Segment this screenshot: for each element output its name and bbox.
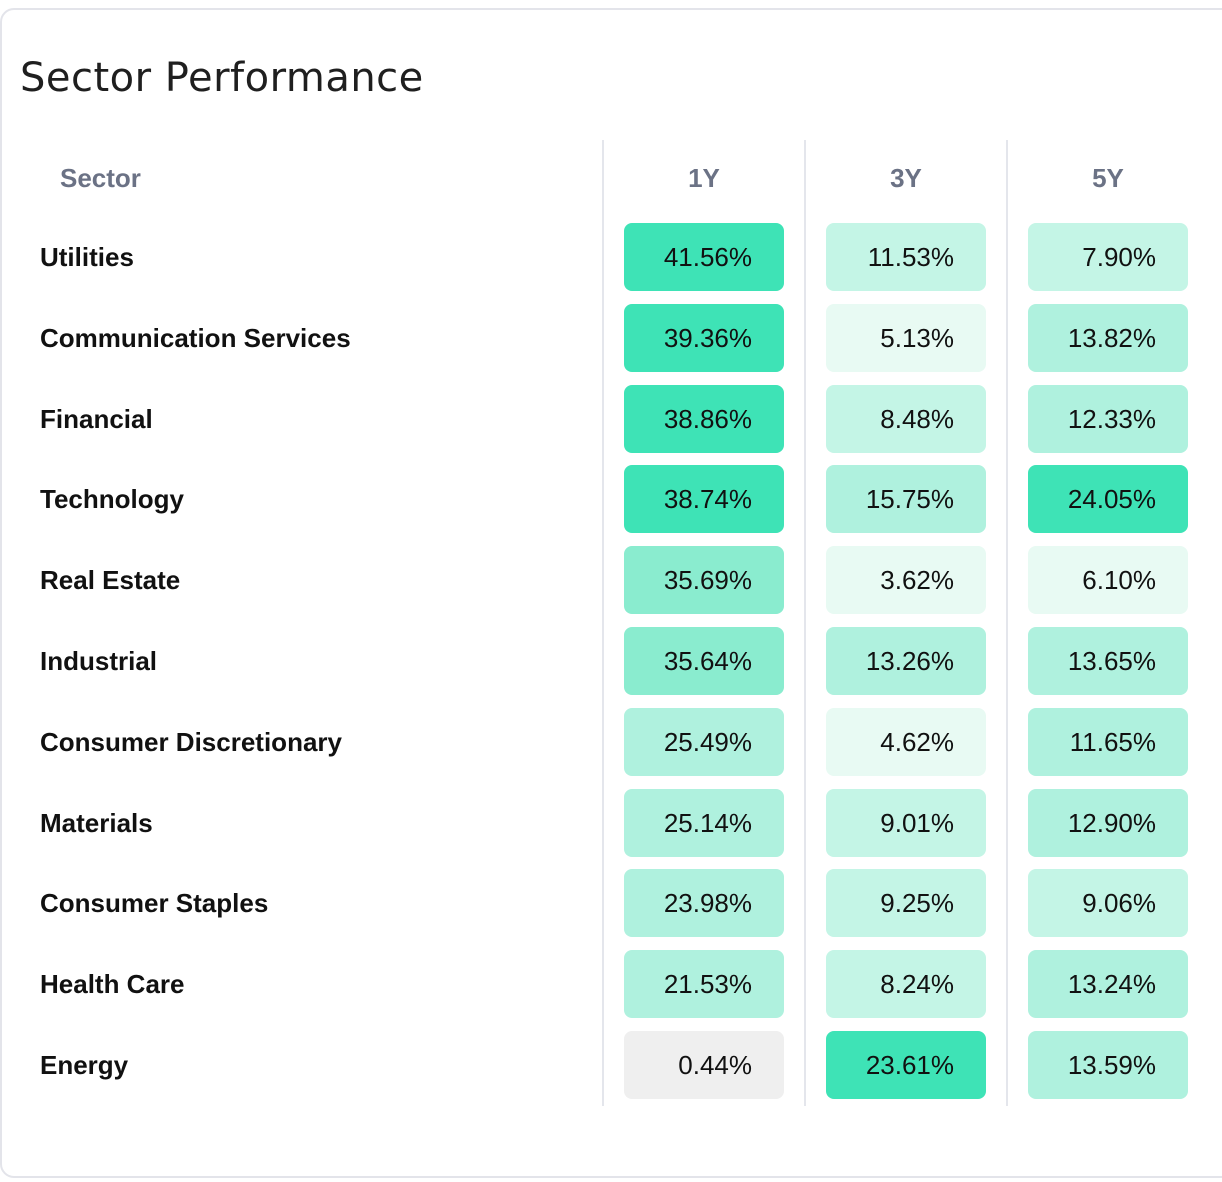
- table-row[interactable]: Consumer Staples 23.98% 9.25% 9.06%: [0, 869, 1222, 937]
- return-cell-3y: 8.24%: [826, 950, 986, 1018]
- sector-name: Industrial: [40, 646, 158, 676]
- return-cell-5y: 12.90%: [1028, 789, 1188, 857]
- table-row[interactable]: Consumer Discretionary 25.49% 4.62% 11.65%: [0, 708, 1222, 776]
- return-cell-3y: 5.13%: [826, 304, 986, 372]
- column-header-sector[interactable]: Sector: [60, 163, 141, 193]
- return-cell-5y: 24.05%: [1028, 465, 1188, 533]
- sector-name: Financial: [40, 404, 153, 434]
- column-header-5y[interactable]: 5Y: [1092, 163, 1124, 193]
- return-cell-5y: 13.82%: [1028, 304, 1188, 372]
- sector-name: Materials: [40, 808, 153, 838]
- table-row[interactable]: Financial 38.86% 8.48% 12.33%: [0, 385, 1222, 453]
- return-cell-3y: 8.48%: [826, 385, 986, 453]
- return-cell-5y: 12.33%: [1028, 385, 1188, 453]
- return-cell-5y: 11.65%: [1028, 708, 1188, 776]
- table-row[interactable]: Health Care 21.53% 8.24% 13.24%: [0, 950, 1222, 1018]
- return-cell-3y: 23.61%: [826, 1031, 986, 1099]
- sector-name: Technology: [40, 484, 184, 514]
- return-cell-1y: 38.86%: [624, 385, 784, 453]
- return-cell-1y: 23.98%: [624, 869, 784, 937]
- table-row[interactable]: Materials 25.14% 9.01% 12.90%: [0, 789, 1222, 857]
- return-cell-3y: 13.26%: [826, 627, 986, 695]
- sector-name: Consumer Staples: [40, 888, 269, 918]
- return-cell-1y: 35.64%: [624, 627, 784, 695]
- return-cell-1y: 0.44%: [624, 1031, 784, 1099]
- sector-name: Consumer Discretionary: [40, 727, 342, 757]
- return-cell-3y: 9.01%: [826, 789, 986, 857]
- sector-name: Health Care: [40, 969, 185, 999]
- return-cell-5y: 9.06%: [1028, 869, 1188, 937]
- column-divider: [602, 140, 604, 1106]
- return-cell-3y: 4.62%: [826, 708, 986, 776]
- return-cell-1y: 41.56%: [624, 223, 784, 291]
- return-cell-3y: 15.75%: [826, 465, 986, 533]
- return-cell-5y: 13.24%: [1028, 950, 1188, 1018]
- return-cell-5y: 6.10%: [1028, 546, 1188, 614]
- table-row[interactable]: Energy 0.44% 23.61% 13.59%: [0, 1031, 1222, 1099]
- sector-name: Energy: [40, 1050, 129, 1080]
- return-cell-5y: 7.90%: [1028, 223, 1188, 291]
- card-title: Sector Performance: [20, 55, 424, 101]
- table-row[interactable]: Technology 38.74% 15.75% 24.05%: [0, 465, 1222, 533]
- return-cell-5y: 13.59%: [1028, 1031, 1188, 1099]
- column-header-1y[interactable]: 1Y: [688, 163, 720, 193]
- column-header-3y[interactable]: 3Y: [890, 163, 922, 193]
- return-cell-1y: 39.36%: [624, 304, 784, 372]
- return-cell-1y: 21.53%: [624, 950, 784, 1018]
- return-cell-3y: 3.62%: [826, 546, 986, 614]
- column-divider: [804, 140, 806, 1106]
- sector-name: Communication Services: [40, 323, 351, 353]
- sector-name: Utilities: [40, 242, 134, 272]
- return-cell-1y: 38.74%: [624, 465, 784, 533]
- return-cell-1y: 25.49%: [624, 708, 784, 776]
- table-row[interactable]: Utilities 41.56% 11.53% 7.90%: [0, 223, 1222, 291]
- return-cell-3y: 11.53%: [826, 223, 986, 291]
- return-cell-1y: 25.14%: [624, 789, 784, 857]
- return-cell-1y: 35.69%: [624, 546, 784, 614]
- table-row[interactable]: Real Estate 35.69% 3.62% 6.10%: [0, 546, 1222, 614]
- table-row[interactable]: Communication Services 39.36% 5.13% 13.82%: [0, 304, 1222, 372]
- sector-name: Real Estate: [40, 565, 181, 595]
- sector-performance-card: [0, 8, 1222, 1178]
- column-divider: [1006, 140, 1008, 1106]
- return-cell-5y: 13.65%: [1028, 627, 1188, 695]
- table-row[interactable]: Industrial 35.64% 13.26% 13.65%: [0, 627, 1222, 695]
- return-cell-3y: 9.25%: [826, 869, 986, 937]
